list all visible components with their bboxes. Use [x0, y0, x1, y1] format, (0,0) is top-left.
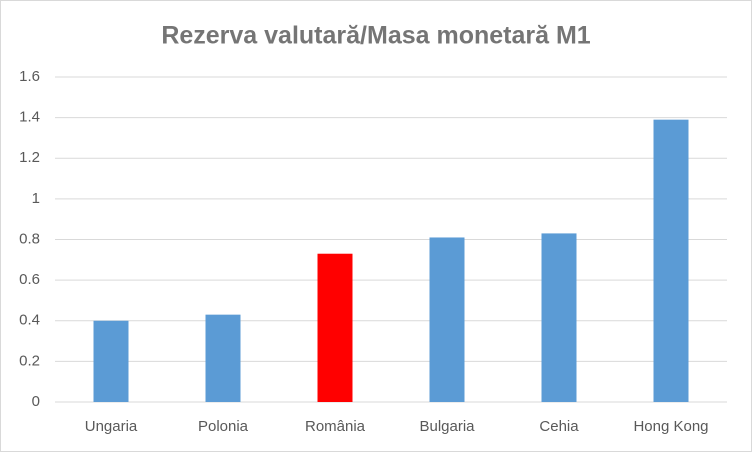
- bar: [93, 320, 129, 402]
- bar: [205, 314, 241, 402]
- x-tick-label: Polonia: [198, 418, 249, 435]
- y-tick-label: 0.6: [19, 271, 40, 288]
- y-tick-label: 1.2: [19, 149, 40, 166]
- y-tick-label: 1.6: [19, 68, 40, 85]
- y-tick-label: 0.2: [19, 352, 40, 369]
- y-tick-label: 0.8: [19, 230, 40, 247]
- y-tick-label: 0: [32, 393, 40, 410]
- x-tick-label: Cehia: [539, 418, 579, 435]
- y-tick-label: 1.4: [19, 109, 40, 126]
- x-tick-label: Hong Kong: [633, 418, 708, 435]
- x-tick-label: Ungaria: [85, 418, 138, 435]
- chart-title: Rezerva valutară/Masa monetară M1: [161, 22, 590, 50]
- bar: [317, 253, 353, 402]
- bar: [653, 119, 689, 402]
- x-tick-label: România: [305, 418, 366, 435]
- y-tick-label: 0.4: [19, 312, 40, 329]
- y-tick-label: 1: [32, 190, 40, 207]
- bar: [541, 233, 577, 402]
- bar: [429, 237, 465, 402]
- x-tick-label: Bulgaria: [419, 418, 475, 435]
